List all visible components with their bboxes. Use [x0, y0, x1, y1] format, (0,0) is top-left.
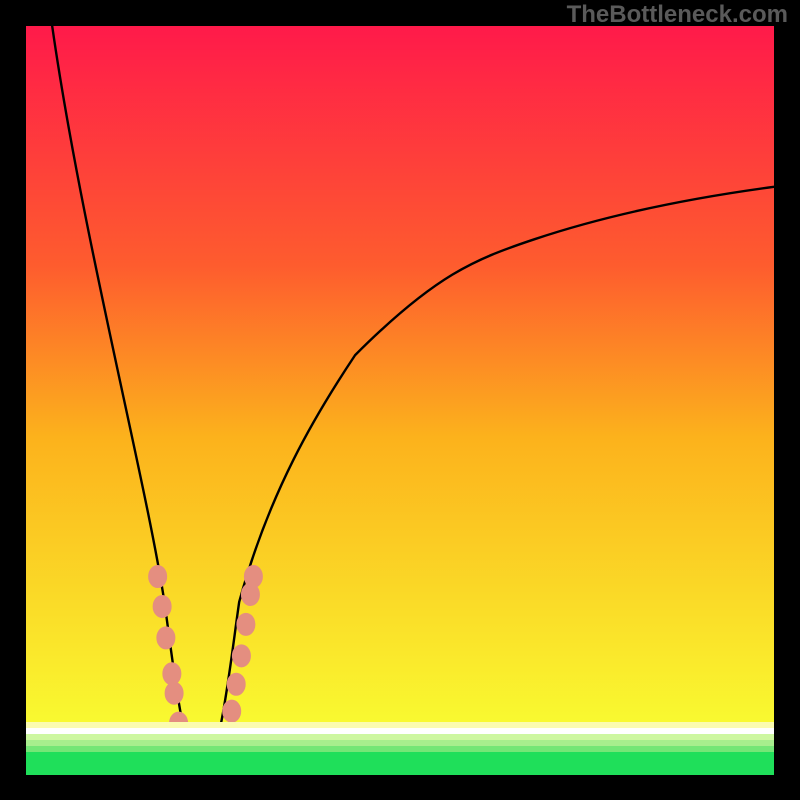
chart-root: TheBottleneck.com — [0, 0, 800, 800]
marker-point — [227, 673, 245, 695]
marker-point — [244, 566, 262, 588]
plot-svg — [26, 26, 774, 774]
marker-point — [153, 595, 171, 617]
plot-area — [26, 26, 774, 774]
bottom-band-5 — [26, 752, 774, 775]
marker-point — [232, 645, 250, 667]
watermark-text: TheBottleneck.com — [567, 1, 788, 29]
marker-point — [237, 613, 255, 635]
marker-point — [223, 700, 241, 722]
marker-point — [149, 566, 167, 588]
marker-point — [165, 682, 183, 704]
marker-point — [163, 663, 181, 685]
marker-point — [157, 627, 175, 649]
curve-path — [52, 26, 774, 772]
